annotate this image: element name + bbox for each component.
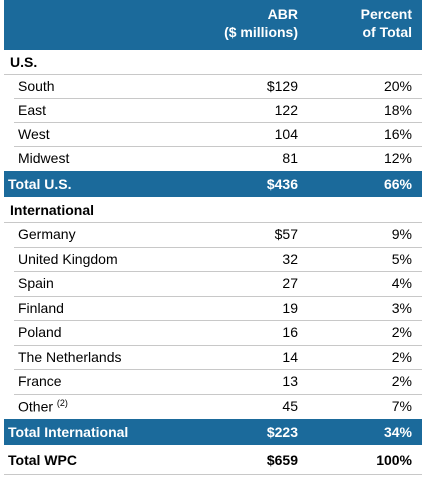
abr-value: 16: [282, 324, 298, 341]
row-label: Finland: [18, 299, 64, 316]
row-separator: [14, 320, 422, 321]
row-label: Total WPC: [8, 452, 77, 468]
percent-value: 12%: [383, 150, 412, 166]
row-separator: [14, 122, 422, 123]
abr-value: 32: [282, 250, 298, 267]
abr-value: $223: [266, 424, 298, 440]
row-label: United Kingdom: [18, 250, 118, 267]
row-label: Germany: [18, 226, 76, 243]
percent-value: 2%: [391, 373, 412, 390]
percent-header: of Total: [362, 24, 412, 40]
abr-header: ABR: [267, 6, 298, 22]
table-row: The Netherlands 14 2%: [4, 345, 422, 370]
percent-value: 5%: [391, 250, 412, 267]
percent-value: 18%: [383, 102, 412, 118]
row-label: South: [18, 78, 55, 94]
row-separator: [4, 222, 422, 223]
percent-value: 3%: [391, 299, 412, 316]
abr-value: 81: [282, 150, 298, 166]
table-row: United Kingdom 32 5%: [4, 247, 422, 272]
percent-value: 2%: [391, 348, 412, 365]
section-title-row: International: [4, 198, 422, 222]
table-row: East 122 18%: [4, 98, 422, 122]
row-label: Total U.S.: [8, 176, 72, 192]
percent-value: 9%: [391, 226, 412, 243]
abr-header: ($ millions): [224, 24, 298, 40]
percent-value: 7%: [391, 397, 412, 414]
table-row: West 104 16%: [4, 122, 422, 146]
row-label: Poland: [18, 324, 62, 341]
table-row: Germany $57 9%: [4, 222, 422, 247]
row-separator: [14, 246, 422, 248]
row-label: The Netherlands: [18, 348, 122, 365]
percent-value: 4%: [391, 275, 412, 292]
percent-value: 100%: [376, 452, 412, 468]
table-row: Total WPC $659 100%: [4, 446, 422, 474]
table-row: Poland 16 2%: [4, 320, 422, 345]
abr-value: 19: [282, 299, 298, 316]
row-label: Total International: [8, 424, 129, 440]
percent-value: 2%: [391, 324, 412, 341]
percent-header: Percent: [360, 6, 412, 22]
table-row: France 13 2%: [4, 369, 422, 394]
abr-value: 104: [274, 126, 298, 142]
section-title: U.S.: [10, 54, 38, 70]
row-label: France: [18, 373, 62, 390]
row-separator: [14, 98, 422, 99]
abr-value: 13: [282, 373, 298, 390]
row-separator: [14, 344, 422, 346]
row-separator: [14, 271, 422, 272]
row-label: West: [18, 126, 50, 142]
abr-value: $659: [266, 452, 298, 468]
table-row: Spain 27 4%: [4, 271, 422, 296]
row-label: East: [18, 102, 47, 118]
row-label: Other (2): [18, 397, 68, 415]
row-separator: [14, 146, 422, 147]
table-row: Finland 19 3%: [4, 296, 422, 321]
footnote-marker: (2): [56, 397, 68, 408]
abr-value: 14: [282, 348, 298, 365]
table-row: Midwest 81 12%: [4, 146, 422, 170]
percent-value: 16%: [383, 126, 412, 142]
percent-value: 66%: [383, 176, 412, 192]
percent-value: 20%: [383, 78, 412, 94]
section-title: International: [10, 202, 95, 218]
row-separator: [14, 393, 422, 395]
row-label: Midwest: [18, 150, 70, 166]
abr-value: 45: [282, 397, 298, 414]
abr-value: $57: [274, 226, 298, 243]
table-row: South $129 20%: [4, 74, 422, 98]
row-label: Spain: [18, 275, 54, 292]
abr-value: $129: [266, 78, 298, 94]
table-row: Total U.S. $436 66%: [4, 171, 422, 197]
section-title-row: U.S.: [4, 50, 422, 74]
header-row: ABR Percent ($ millions) of Total: [4, 0, 422, 50]
row-separator: [4, 474, 422, 475]
row-separator: [14, 369, 422, 370]
table-row: Total International $223 34%: [4, 419, 422, 445]
row-separator: [4, 74, 422, 75]
abr-value: 27: [282, 275, 298, 292]
row-separator: [14, 295, 422, 297]
table-row: Other (2) 45 7%: [4, 394, 422, 419]
percent-value: 34%: [383, 424, 412, 440]
abr-value: 122: [274, 102, 298, 118]
abr-value: $436: [266, 176, 298, 192]
